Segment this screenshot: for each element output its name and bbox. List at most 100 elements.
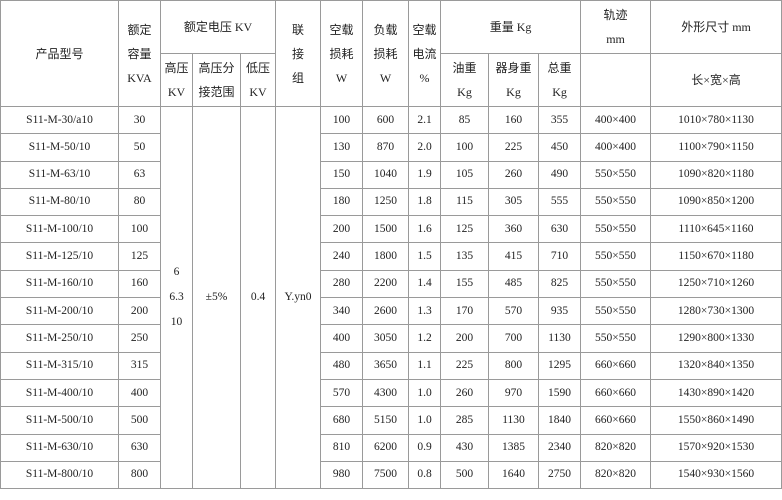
header-text: 器身重 [495, 61, 532, 75]
header-text: mm [606, 32, 625, 46]
table-row: S11-M-315/10 315 480 3650 1.1 225 800 1295 660×6… [0, 351, 782, 380]
cell-total-weight: 555 [538, 187, 582, 217]
cell-no-load-current: 1.5 [408, 242, 442, 271]
cell-oil-weight: 285 [440, 406, 490, 435]
cell-model: S11-M-30/a10 [0, 105, 119, 135]
cell-oil-weight: 430 [440, 433, 490, 462]
cell-dimensions: 1320×840×1350 [650, 351, 782, 380]
cell-load-loss: 3650 [362, 351, 410, 380]
cell-connection-shared: Y.yn0 [275, 105, 322, 490]
header-text: 轨迹 [603, 8, 628, 22]
cell-no-load-loss: 130 [320, 133, 364, 162]
header-text: 容量 [127, 46, 152, 61]
cell-oil-weight: 170 [440, 297, 490, 326]
cell-gauge: 660×660 [580, 406, 652, 435]
cell-gauge: 550×550 [580, 269, 652, 299]
header-text: 低压 [246, 61, 271, 75]
table-row: S11-M-200/10 200 340 2600 1.3 170 570 935 550×55… [0, 297, 782, 326]
cell-capacity: 315 [118, 351, 161, 380]
cell-total-weight: 825 [538, 269, 582, 299]
cell-no-load-loss: 980 [320, 460, 364, 490]
cell-dimensions: 1250×710×1260 [650, 269, 782, 299]
cell-gauge: 550×550 [580, 160, 652, 189]
cell-dimensions: 1150×670×1180 [650, 242, 782, 271]
cell-oil-weight: 260 [440, 378, 490, 408]
header-lv: 低压 KV [239, 53, 277, 107]
cell-gauge: 550×550 [580, 215, 652, 244]
cell-no-load-loss: 480 [320, 351, 364, 380]
cell-no-load-loss: 200 [320, 215, 364, 244]
header-rated-voltage: 额定电压 KV [159, 0, 277, 54]
header-model: 产品型号 [0, 0, 119, 107]
cell-total-weight: 935 [538, 297, 582, 326]
cell-body-weight: 970 [488, 378, 540, 408]
cell-gauge: 400×400 [580, 105, 652, 135]
hv-value: 6 [173, 265, 180, 278]
cell-capacity: 400 [118, 378, 161, 408]
cell-no-load-loss: 570 [320, 378, 364, 408]
cell-body-weight: 700 [488, 324, 540, 353]
cell-load-loss: 7500 [362, 460, 410, 490]
header-gauge: 轨迹 mm [580, 0, 652, 54]
cell-no-load-current: 1.3 [408, 297, 442, 326]
table-row: S11-M-800/10 800 980 7500 0.8 500 1640 2750 820×… [0, 460, 782, 490]
cell-load-loss: 3050 [362, 324, 410, 353]
cell-body-weight: 260 [488, 160, 540, 189]
cell-body-weight: 415 [488, 242, 540, 271]
header-text: W [335, 70, 348, 85]
cell-oil-weight: 500 [440, 460, 490, 490]
hv-value: 10 [170, 316, 183, 329]
cell-gauge: 550×550 [580, 242, 652, 271]
header-text: 组 [292, 70, 305, 85]
cell-no-load-loss: 240 [320, 242, 364, 271]
header-hv: 高压 KV [160, 53, 193, 107]
cell-body-weight: 1385 [488, 433, 540, 462]
cell-load-loss: 6200 [362, 433, 410, 462]
cell-dimensions: 1540×930×1560 [650, 460, 782, 490]
cell-gauge: 400×400 [580, 133, 652, 162]
cell-model: S11-M-500/10 [0, 406, 119, 435]
table-row: S11-M-500/10 500 680 5150 1.0 285 1130 1840 660×… [0, 406, 782, 435]
header-weight: 重量 Kg [440, 0, 582, 54]
cell-gauge: 550×550 [580, 297, 652, 326]
cell-oil-weight: 200 [440, 324, 490, 353]
cell-tap-range-shared: ±5% [192, 105, 241, 490]
cell-no-load-current: 1.4 [408, 269, 442, 299]
table-row: S11-M-100/10 100 200 1500 1.6 125 360 630 550×55… [0, 215, 782, 244]
cell-no-load-current: 1.2 [408, 324, 442, 353]
cell-model: S11-M-80/10 [0, 187, 119, 217]
header-text: Kg [457, 85, 472, 99]
cell-total-weight: 450 [538, 133, 582, 162]
header-text: % [419, 70, 430, 85]
cell-total-weight: 1840 [538, 406, 582, 435]
cell-model: S11-M-125/10 [0, 242, 119, 271]
cell-no-load-loss: 100 [320, 105, 364, 135]
header-text: KV [167, 85, 186, 99]
cell-no-load-loss: 400 [320, 324, 364, 353]
cell-no-load-current: 1.1 [408, 351, 442, 380]
header-no-load-current: 空载 电流% [408, 0, 442, 107]
hv-value: 6.3 [169, 290, 184, 303]
cell-body-weight: 485 [488, 269, 540, 299]
cell-capacity: 50 [118, 133, 161, 162]
cell-gauge: 550×550 [580, 187, 652, 217]
cell-no-load-current: 1.9 [408, 160, 442, 189]
header-load-loss: 负载 损耗 W [362, 0, 410, 107]
cell-model: S11-M-315/10 [0, 351, 119, 380]
header-text: 接 [292, 46, 305, 61]
cell-dimensions: 1550×860×1490 [650, 406, 782, 435]
header-text: KVA [127, 70, 152, 85]
cell-model: S11-M-100/10 [0, 215, 119, 244]
cell-no-load-current: 0.8 [408, 460, 442, 490]
cell-body-weight: 570 [488, 297, 540, 326]
cell-model: S11-M-800/10 [0, 460, 119, 490]
cell-body-weight: 160 [488, 105, 540, 135]
cell-body-weight: 1640 [488, 460, 540, 490]
cell-total-weight: 2340 [538, 433, 582, 462]
table-row: S11-M-50/10 50 130 870 2.0 100 225 450 400×400 11… [0, 133, 782, 162]
cell-no-load-current: 2.0 [408, 133, 442, 162]
cell-dimensions: 1570×920×1530 [650, 433, 782, 462]
cell-load-loss: 1040 [362, 160, 410, 189]
cell-dimensions: 1280×730×1300 [650, 297, 782, 326]
table-row: S11-M-250/10 250 400 3050 1.2 200 700 1130 550×5… [0, 324, 782, 353]
